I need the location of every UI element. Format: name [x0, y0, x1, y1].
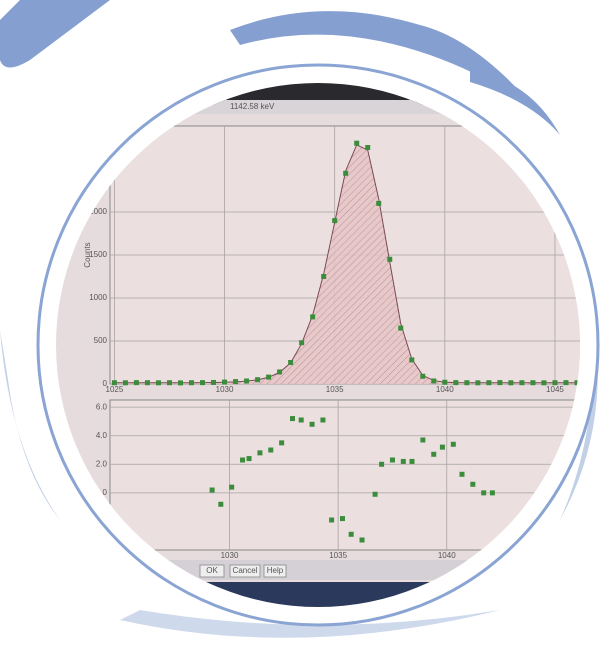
data-point	[222, 380, 227, 385]
data-point	[354, 141, 359, 146]
y-tick-label: 1000	[89, 293, 107, 302]
data-point	[410, 459, 415, 464]
data-point	[200, 380, 205, 385]
data-point	[288, 360, 293, 365]
data-point	[365, 145, 370, 150]
x-tick-label: 1030	[221, 551, 239, 560]
data-point	[244, 378, 249, 383]
x-tick-label: 1030	[216, 385, 234, 394]
data-point	[255, 377, 260, 382]
data-point	[210, 488, 215, 493]
x-tick-label: 1040	[436, 385, 454, 394]
data-point	[563, 380, 568, 385]
data-point	[145, 380, 150, 385]
data-point	[470, 482, 475, 487]
data-point	[332, 218, 337, 223]
x-tick-label: 1025	[106, 385, 124, 394]
photo: 1142.58 keV OK Cancel Help 0500100015002…	[0, 0, 615, 649]
data-point	[321, 274, 326, 279]
data-point	[123, 380, 128, 385]
data-point	[409, 357, 414, 362]
data-point	[240, 458, 245, 463]
data-point	[320, 418, 325, 423]
y-tick-label: 2.0	[96, 459, 108, 468]
data-point	[299, 340, 304, 345]
data-point	[431, 378, 436, 383]
button-label: OK	[206, 566, 218, 575]
data-point	[398, 326, 403, 331]
data-point	[134, 380, 139, 385]
data-point	[490, 490, 495, 495]
data-point	[420, 374, 425, 379]
button-bar	[40, 560, 600, 580]
data-point	[310, 314, 315, 319]
y-tick-label: 4.0	[96, 431, 108, 440]
data-point	[451, 442, 456, 447]
data-point	[464, 380, 469, 385]
data-point	[453, 380, 458, 385]
data-point	[189, 380, 194, 385]
data-point	[266, 375, 271, 380]
data-point	[481, 490, 486, 495]
data-point	[497, 380, 502, 385]
data-point	[233, 379, 238, 384]
data-point	[329, 518, 334, 523]
data-point	[229, 485, 234, 490]
data-point	[552, 380, 557, 385]
header-text: 1142.58 keV	[230, 102, 275, 111]
x-tick-label: 1035	[329, 551, 347, 560]
data-point	[475, 380, 480, 385]
x-tick-label: 1045	[546, 385, 564, 394]
data-point	[459, 472, 464, 477]
data-point	[401, 459, 406, 464]
data-point	[156, 380, 161, 385]
data-point	[373, 492, 378, 497]
data-point	[519, 380, 524, 385]
data-point	[541, 380, 546, 385]
data-point	[247, 456, 252, 461]
y-tick-label: 6.0	[96, 402, 108, 411]
data-point	[349, 532, 354, 537]
data-point	[343, 171, 348, 176]
button-label: Cancel	[233, 566, 258, 575]
data-point	[279, 440, 284, 445]
button-label: Help	[267, 566, 284, 575]
data-point	[218, 502, 223, 507]
data-point	[268, 448, 273, 453]
data-point	[299, 418, 304, 423]
data-point	[442, 380, 447, 385]
data-point	[376, 201, 381, 206]
data-point	[167, 380, 172, 385]
data-point	[387, 257, 392, 262]
data-point	[379, 462, 384, 467]
x-tick-label: 1040	[438, 551, 456, 560]
data-point	[420, 438, 425, 443]
data-point	[310, 422, 315, 427]
y-tick-label: 500	[94, 336, 108, 345]
data-point	[211, 380, 216, 385]
y-axis-label: Counts	[83, 242, 92, 267]
data-point	[257, 450, 262, 455]
data-point	[390, 458, 395, 463]
x-tick-label: 1035	[326, 385, 344, 394]
data-point	[178, 380, 183, 385]
data-point	[290, 416, 295, 421]
data-point	[112, 380, 117, 385]
data-point	[340, 516, 345, 521]
data-point	[360, 538, 365, 543]
data-point	[431, 452, 436, 457]
data-point	[508, 380, 513, 385]
data-point	[277, 369, 282, 374]
data-point	[486, 380, 491, 385]
data-point	[440, 445, 445, 450]
data-point	[530, 380, 535, 385]
